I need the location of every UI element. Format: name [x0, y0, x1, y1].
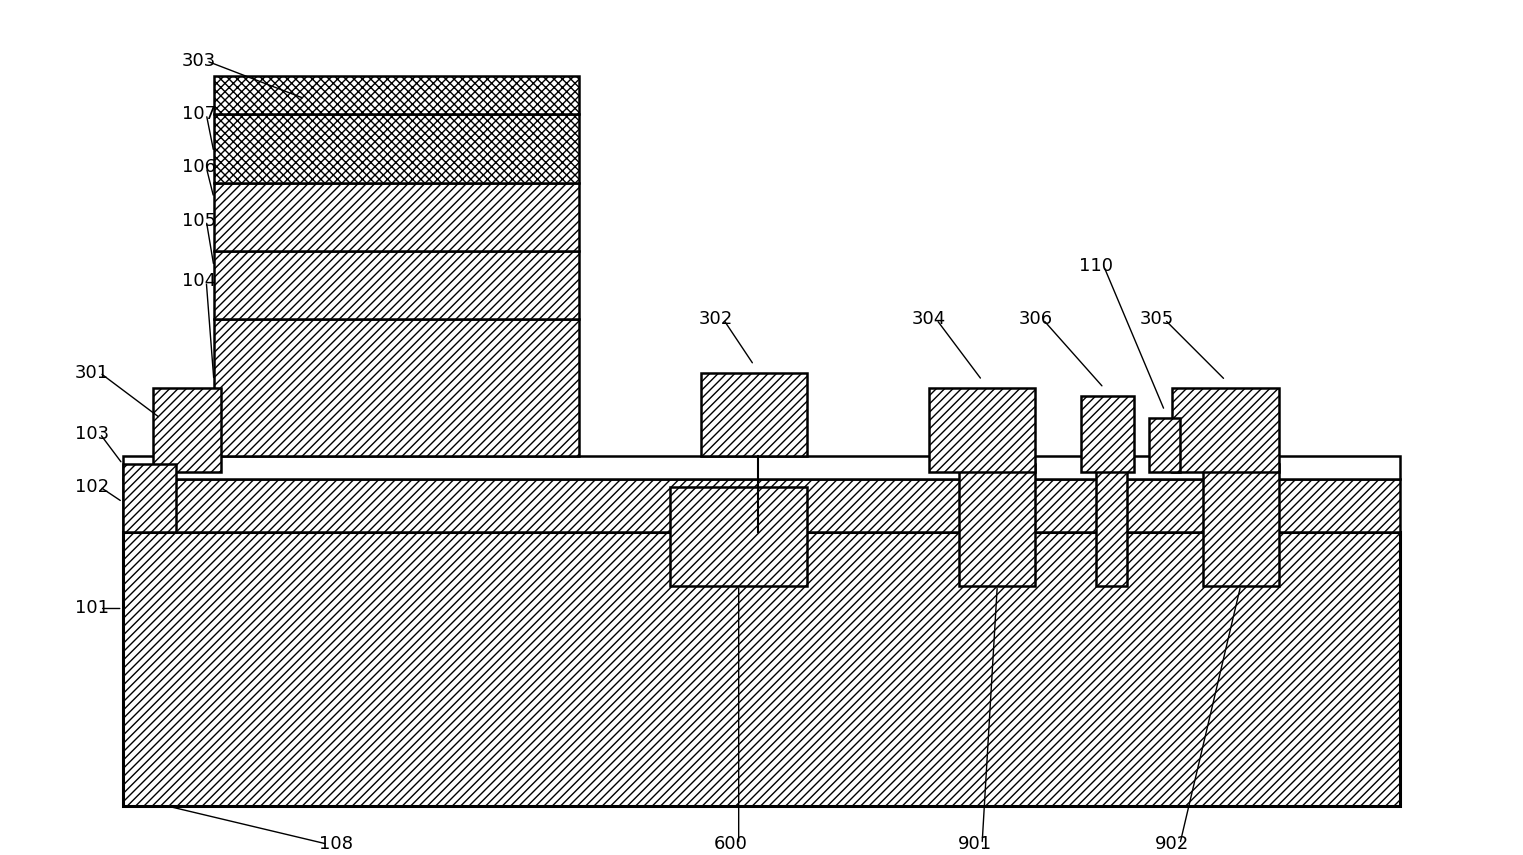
Bar [122, 457, 1401, 479]
Bar [1150, 418, 1180, 472]
Text: 301: 301 [75, 363, 110, 381]
Bar [1081, 396, 1135, 472]
Bar [959, 464, 1036, 586]
Bar [213, 251, 579, 320]
Bar [213, 320, 579, 457]
Text: 107: 107 [181, 105, 216, 123]
Text: 302: 302 [699, 310, 733, 328]
Text: 304: 304 [912, 310, 946, 328]
Text: 110: 110 [1080, 257, 1113, 275]
Bar [670, 486, 807, 586]
Bar [122, 464, 175, 533]
Text: 105: 105 [181, 211, 216, 230]
Bar [1203, 464, 1279, 586]
Text: 108: 108 [318, 835, 352, 853]
Bar [213, 114, 579, 183]
Text: 104: 104 [181, 273, 216, 291]
Text: 303: 303 [181, 52, 216, 70]
Bar [213, 76, 579, 114]
Text: 306: 306 [1019, 310, 1052, 328]
Text: 101: 101 [75, 599, 110, 617]
Text: 901: 901 [958, 835, 991, 853]
Text: 102: 102 [75, 478, 110, 496]
Bar [701, 373, 807, 457]
Text: 305: 305 [1139, 310, 1174, 328]
Text: 106: 106 [181, 158, 216, 176]
Bar [929, 388, 1036, 472]
Text: 902: 902 [1154, 835, 1189, 853]
Bar [122, 533, 1401, 806]
Text: 103: 103 [75, 425, 110, 443]
Bar [152, 388, 221, 472]
Bar [122, 479, 1401, 533]
Text: 600: 600 [714, 835, 748, 853]
Bar [213, 183, 579, 251]
Bar [1097, 464, 1127, 586]
Bar [1173, 388, 1279, 472]
